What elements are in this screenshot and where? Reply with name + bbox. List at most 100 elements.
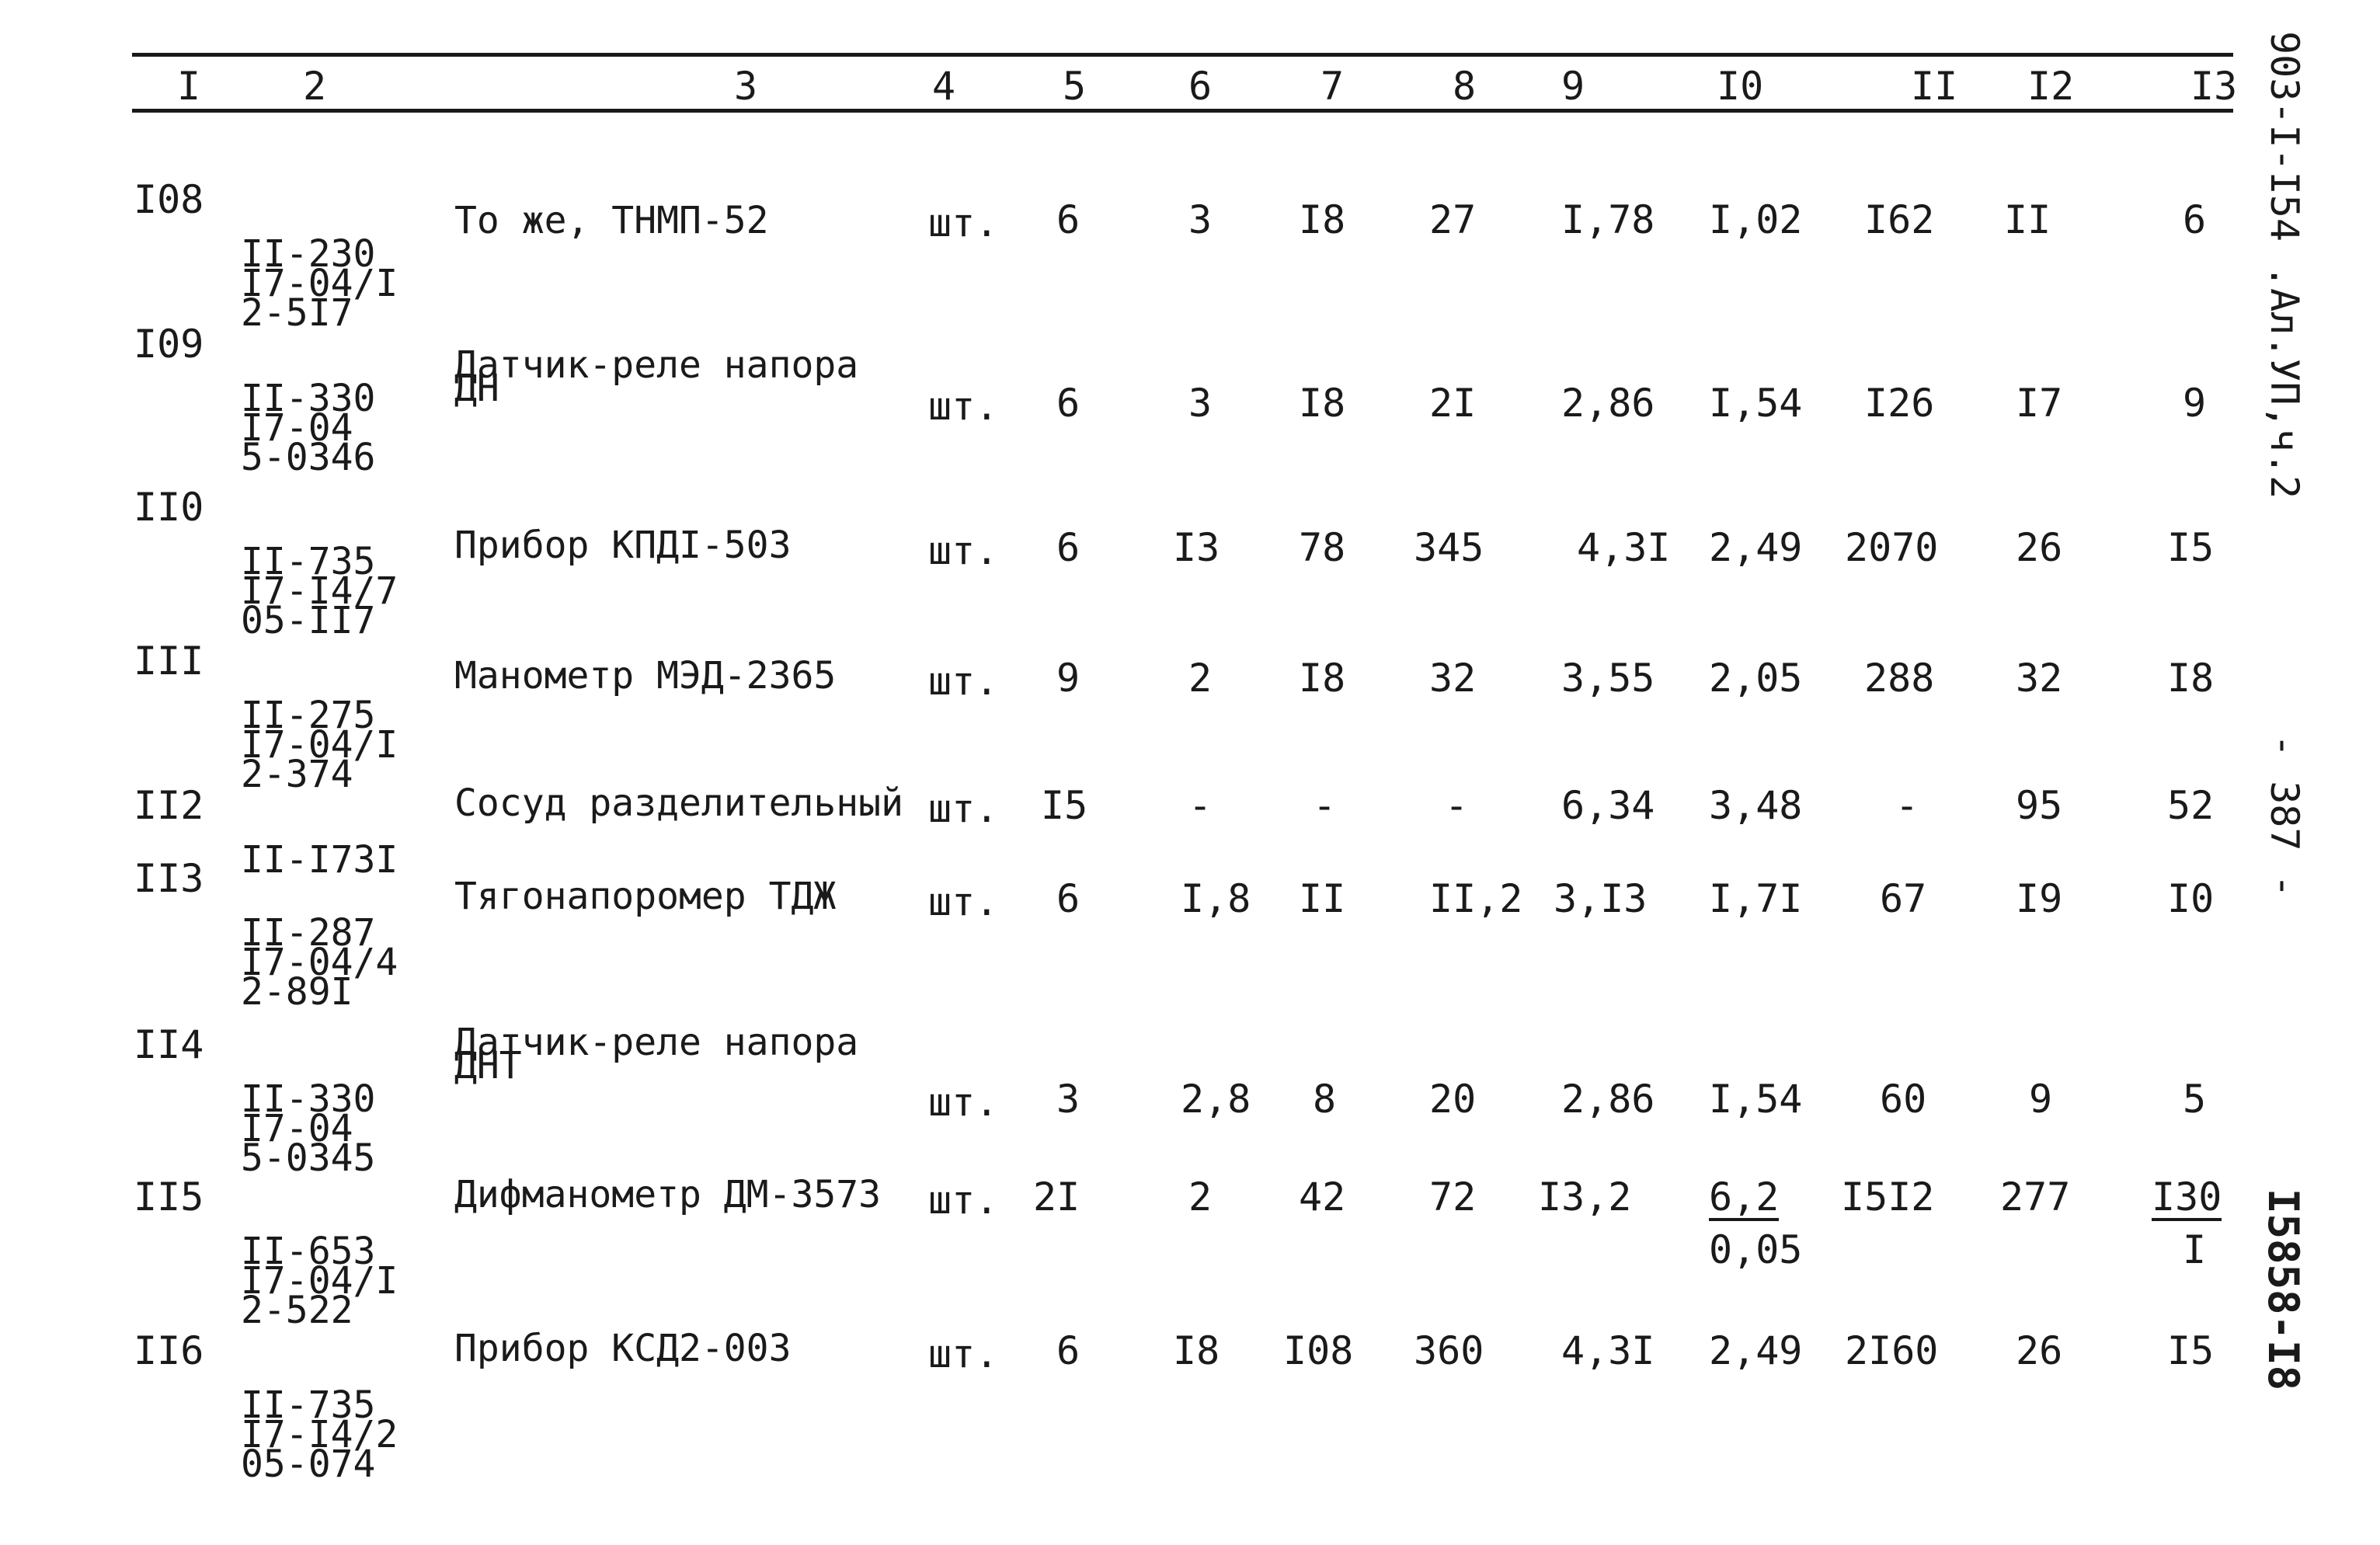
cell-c7: II — [1299, 876, 1346, 921]
row-name: То же, ТНМП-52 — [454, 199, 769, 242]
row-name: Прибор КПДI-503 — [454, 527, 791, 564]
cell-c10-denominator: 0,05 — [1709, 1227, 1803, 1272]
code-line: I7-04/4 — [241, 941, 398, 984]
cell-c12: 277 — [2000, 1174, 2071, 1220]
code-line: II-287 — [241, 911, 376, 955]
code-line: I7-04 — [241, 406, 353, 450]
code-line: II-I73I — [241, 838, 398, 882]
row-name: Дифманометр ДМ-3573 — [454, 1173, 882, 1216]
cell-c6: 3 — [1188, 197, 1213, 242]
cell-c5: I5 — [1041, 783, 1088, 828]
cell-c7: I8 — [1299, 381, 1346, 426]
cell-c13: 6 — [2183, 197, 2207, 242]
row-number: II6 — [134, 1328, 204, 1373]
cell-c7: I08 — [1283, 1328, 1354, 1373]
code-line: I7-04 — [241, 1107, 353, 1150]
cell-c13: I0 — [2167, 876, 2215, 921]
name-line: То же, ТНМП-52 — [454, 199, 769, 242]
row-number: II4 — [134, 1022, 204, 1067]
code-line: II-653 — [241, 1230, 376, 1273]
cell-c10: I,54 — [1709, 381, 1803, 426]
name-line: Сосуд разделительный — [454, 781, 903, 825]
cell-c9: I3,2 — [1538, 1174, 1632, 1220]
page-number: - 387 - — [2262, 734, 2307, 898]
cell-c13: 5 — [2183, 1077, 2207, 1122]
header-bottom-rule — [132, 109, 2233, 113]
document-code: 903-I-I54 .Ал.УП,ч.2 — [2262, 31, 2307, 499]
cell-c8: 360 — [1414, 1328, 1484, 1373]
row-code: II-653 I7-04/I 2-522 — [241, 1178, 398, 1384]
cell-c6: I8 — [1173, 1328, 1220, 1373]
name-line: Тягонапоромер ТДЖ — [454, 875, 837, 918]
cell-c13-numerator: I30 — [2152, 1174, 2222, 1221]
cell-c10: 3,48 — [1709, 783, 1803, 828]
code-line: II-330 — [241, 1077, 376, 1121]
col-header-12: I2 — [2027, 64, 2075, 109]
cell-c11: 288 — [1864, 656, 1935, 701]
cell-c9: 3,I3 — [1554, 876, 1648, 921]
cell-c7: - — [1313, 783, 1337, 828]
row-code: II-230 I7-04/I 2-5I7 — [241, 180, 398, 387]
row-unit: шт. — [928, 1331, 999, 1376]
cell-c10: 2,05 — [1709, 656, 1803, 701]
col-header-8: 8 — [1453, 64, 1477, 109]
row-code: II-735 I7-I4/7 05-II7 — [241, 488, 398, 694]
row-number: III — [134, 639, 204, 684]
cell-c9: 2,86 — [1561, 1077, 1655, 1122]
cell-c13: 9 — [2183, 381, 2207, 426]
cell-c10: 2,49 — [1709, 525, 1803, 570]
row-unit: шт. — [928, 659, 999, 704]
cell-c12: 26 — [2016, 525, 2063, 570]
code-line: 2-522 — [241, 1289, 353, 1332]
row-name: Тягонапоромер ТДЖ — [454, 875, 837, 918]
cell-c10: 2,49 — [1709, 1328, 1803, 1373]
name-line: ДНТ — [454, 1044, 522, 1087]
row-number: II3 — [134, 856, 204, 901]
col-header-3: 3 — [734, 64, 758, 109]
cell-c6: I3 — [1173, 525, 1220, 570]
cell-c13: I5 — [2167, 525, 2215, 570]
col-header-13: I3 — [2190, 64, 2238, 109]
code-line: 2-89I — [241, 970, 353, 1014]
row-unit: шт. — [928, 1178, 999, 1223]
row-name: Сосуд разделительный — [454, 781, 903, 825]
code-line: I7-04/I — [241, 723, 398, 767]
name-line: Дифманометр ДМ-3573 — [454, 1173, 882, 1216]
cell-c5: 6 — [1056, 876, 1080, 921]
code-line: II-275 — [241, 694, 376, 737]
code-line: 2-5I7 — [241, 291, 353, 335]
code-line: 05-074 — [241, 1442, 376, 1486]
cell-c8: 2I — [1429, 381, 1477, 426]
cell-c6: 2 — [1188, 1174, 1213, 1220]
row-code: II-I73I — [241, 786, 398, 934]
row-number: II2 — [134, 783, 204, 828]
cell-c8: 20 — [1429, 1077, 1477, 1122]
cell-c13: I8 — [2167, 656, 2215, 701]
header-top-rule — [132, 53, 2233, 57]
cell-c9: I,78 — [1561, 197, 1655, 242]
name-line: ДН — [454, 367, 499, 410]
cell-c13-denominator: I — [2183, 1227, 2207, 1272]
col-header-6: 6 — [1188, 64, 1213, 109]
code-line: 05-II7 — [241, 599, 376, 642]
row-number: II5 — [134, 1174, 204, 1220]
row-code: II-287 I7-04/4 2-89I — [241, 859, 398, 1066]
row-code: II-275 I7-04/I 2-374 — [241, 642, 398, 848]
cell-c11: 60 — [1880, 1077, 1927, 1122]
cell-c12: I7 — [2016, 381, 2063, 426]
cell-c13: 52 — [2167, 783, 2215, 828]
cell-c11: I62 — [1864, 197, 1935, 242]
cell-c11: 67 — [1880, 876, 1927, 921]
name-line: Прибор КСД2-003 — [454, 1327, 792, 1370]
row-name: Датчик-реле напора ДНТ — [454, 1024, 858, 1087]
cell-c10: I,02 — [1709, 197, 1803, 242]
cell-c12: 9 — [2029, 1077, 2053, 1122]
row-name: Датчик-реле напора ДН — [454, 346, 858, 410]
document-page: I 2 3 4 5 6 7 8 9 I0 II I2 I3 I08 II-230… — [132, 31, 2308, 1486]
cell-c11: 2I60 — [1845, 1328, 1939, 1373]
cell-c5: 6 — [1056, 197, 1080, 242]
code-line: 5-0346 — [241, 436, 376, 479]
cell-c12: II — [2004, 197, 2051, 242]
cell-c6: 3 — [1188, 381, 1213, 426]
col-header-4: 4 — [932, 64, 956, 109]
